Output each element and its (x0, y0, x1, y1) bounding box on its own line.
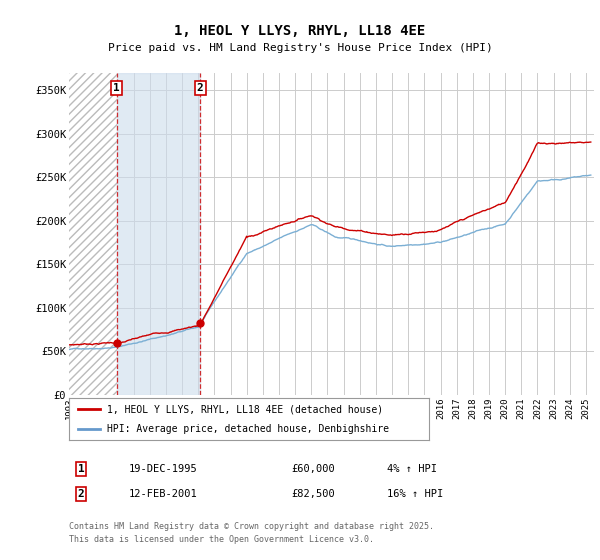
Text: Contains HM Land Registry data © Crown copyright and database right 2025.
This d: Contains HM Land Registry data © Crown c… (69, 522, 434, 544)
Text: HPI: Average price, detached house, Denbighshire: HPI: Average price, detached house, Denb… (107, 424, 389, 434)
Bar (69, 73, 117, 395)
Text: 19-DEC-1995: 19-DEC-1995 (129, 464, 198, 474)
Bar (69, 73, 117, 395)
Text: £60,000: £60,000 (291, 464, 335, 474)
Text: 1, HEOL Y LLYS, RHYL, LL18 4EE: 1, HEOL Y LLYS, RHYL, LL18 4EE (175, 24, 425, 38)
Text: 2: 2 (197, 83, 203, 94)
Text: £82,500: £82,500 (291, 489, 335, 499)
Text: Price paid vs. HM Land Registry's House Price Index (HPI): Price paid vs. HM Land Registry's House … (107, 43, 493, 53)
Text: 2: 2 (77, 489, 85, 499)
Text: 1: 1 (113, 83, 120, 94)
Text: 16% ↑ HPI: 16% ↑ HPI (387, 489, 443, 499)
Text: 1: 1 (77, 464, 85, 474)
Bar (117, 73, 200, 395)
Text: 12-FEB-2001: 12-FEB-2001 (129, 489, 198, 499)
Text: 1, HEOL Y LLYS, RHYL, LL18 4EE (detached house): 1, HEOL Y LLYS, RHYL, LL18 4EE (detached… (107, 404, 383, 414)
Text: 4% ↑ HPI: 4% ↑ HPI (387, 464, 437, 474)
